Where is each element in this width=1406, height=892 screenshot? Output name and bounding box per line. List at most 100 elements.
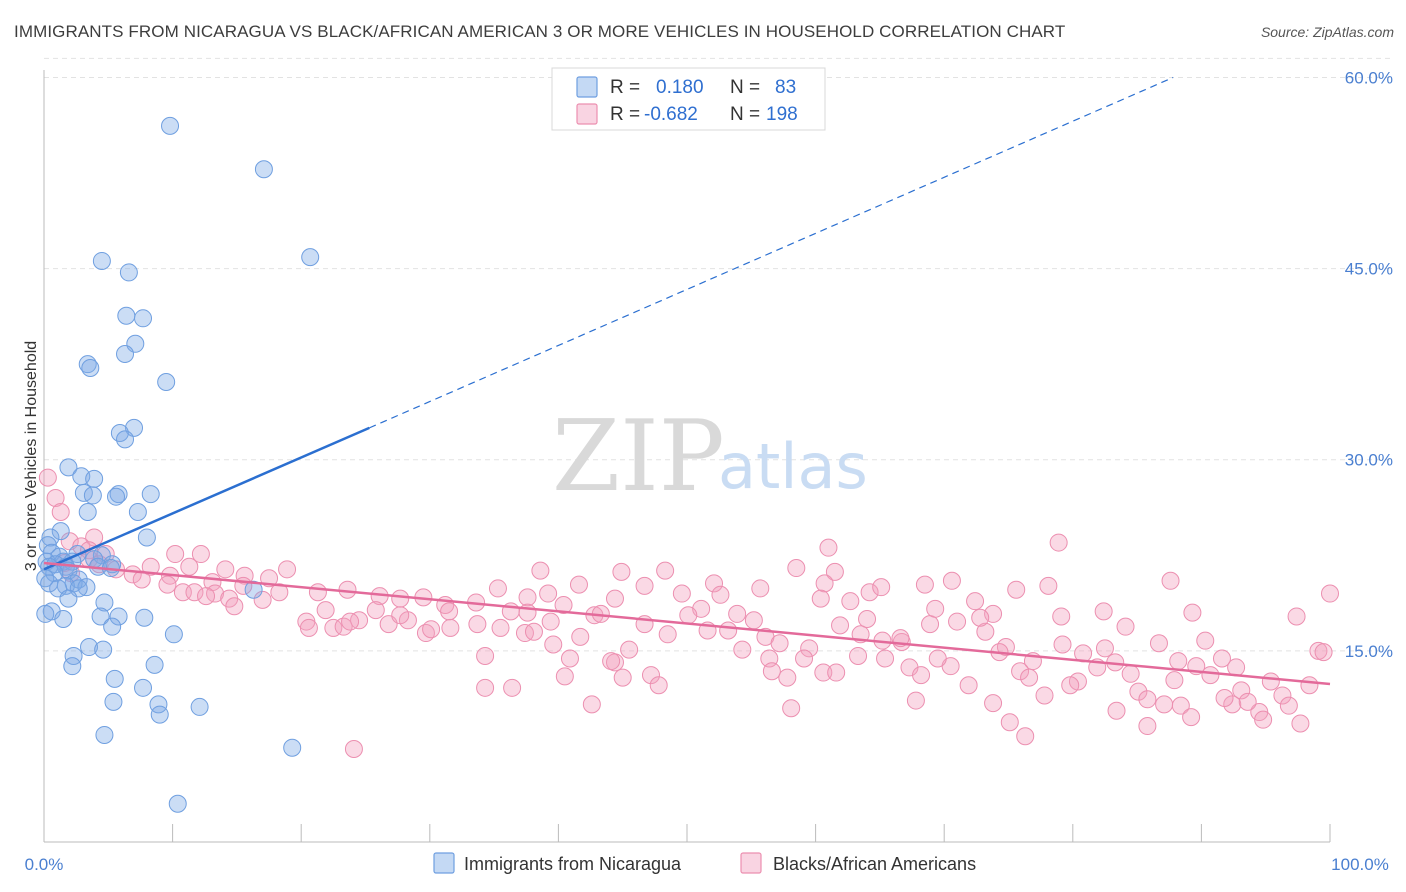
point-blacks (1039, 576, 1058, 595)
point-blacks (531, 561, 550, 580)
point-blacks (814, 663, 833, 682)
point-nicaragua (150, 705, 169, 724)
point-blacks (316, 601, 335, 620)
point-blacks (672, 584, 691, 603)
point-blacks (350, 611, 369, 630)
point-blacks (811, 589, 830, 608)
point-blacks (1165, 671, 1184, 690)
point-blacks (308, 583, 327, 602)
point-blacks (1049, 533, 1068, 552)
watermark: ZIP atlas (552, 400, 868, 514)
point-blacks (1155, 695, 1174, 714)
point-nicaragua (109, 607, 128, 626)
point-nicaragua (137, 528, 156, 547)
point-blacks (541, 612, 560, 631)
point-blacks (1095, 639, 1114, 658)
point-blacks (1000, 713, 1019, 732)
point-blacks (1052, 607, 1071, 626)
point-blacks (468, 615, 487, 634)
point-nicaragua (128, 502, 147, 521)
point-blacks (1035, 686, 1054, 705)
point-nicaragua (168, 794, 187, 813)
point-blacks (554, 596, 573, 614)
point-blacks (225, 597, 244, 616)
y-tick-label: 45.0% (1345, 260, 1393, 279)
point-nicaragua (105, 669, 124, 688)
watermark-zip: ZIP (552, 400, 725, 514)
point-blacks (524, 622, 543, 641)
point-blacks (762, 662, 781, 681)
point-blacks (180, 557, 199, 576)
legend-n-label-2: N = (730, 104, 760, 125)
point-nicaragua (161, 116, 180, 135)
point-nicaragua (190, 697, 209, 716)
point-nicaragua (116, 430, 135, 449)
point-blacks (728, 604, 747, 623)
point-blacks (571, 627, 590, 646)
point-nicaragua (81, 359, 100, 377)
point-blacks (635, 576, 654, 595)
series-nicaragua-points (36, 116, 320, 813)
point-nicaragua (63, 657, 82, 676)
point-blacks (1149, 634, 1168, 653)
point-nicaragua (92, 251, 111, 270)
point-blacks (1182, 708, 1201, 727)
point-blacks (1016, 727, 1035, 746)
y-tick-label: 30.0% (1345, 451, 1393, 470)
point-blacks (441, 618, 460, 637)
point-blacks (1107, 701, 1126, 720)
watermark-atlas: atlas (718, 430, 868, 503)
point-blacks (555, 667, 574, 686)
point-nicaragua (119, 263, 138, 282)
point-blacks (38, 468, 57, 487)
point-blacks (926, 599, 945, 618)
point-blacks (476, 678, 495, 697)
point-nicaragua (164, 625, 183, 644)
grid-lines (44, 57, 1392, 652)
point-nicaragua (103, 617, 122, 636)
point-blacks (141, 557, 160, 576)
point-blacks (197, 587, 216, 606)
point-blacks (1138, 690, 1157, 709)
point-blacks (1273, 686, 1292, 705)
point-blacks (815, 574, 834, 593)
point-blacks (778, 668, 797, 687)
point-blacks (872, 578, 891, 597)
bottom-legend-swatch-blacks (740, 852, 762, 874)
point-blacks (1007, 580, 1026, 599)
point-blacks (366, 601, 385, 620)
point-nicaragua (78, 502, 97, 521)
point-nicaragua (59, 589, 78, 608)
point-blacks (1314, 643, 1333, 662)
point-blacks (1232, 681, 1251, 700)
point-blacks (1321, 584, 1339, 603)
point-nicaragua (54, 610, 73, 629)
point-blacks (1129, 682, 1148, 701)
point-nicaragua (116, 344, 135, 363)
point-blacks (391, 589, 410, 608)
point-blacks (831, 616, 850, 635)
point-blacks (46, 488, 65, 507)
point-nicaragua (301, 248, 320, 267)
point-blacks (719, 621, 738, 640)
point-blacks (841, 592, 860, 611)
point-blacks (1116, 617, 1135, 636)
point-nicaragua (134, 678, 153, 697)
point-blacks (876, 649, 895, 668)
point-nicaragua (59, 458, 78, 477)
point-nicaragua (254, 160, 273, 179)
point-blacks (1201, 666, 1220, 685)
point-blacks (1169, 652, 1188, 671)
legend-r-label-1: R = (610, 77, 640, 98)
point-blacks (705, 574, 724, 593)
point-blacks (344, 739, 363, 758)
point-blacks (1020, 668, 1039, 687)
point-blacks (1138, 717, 1157, 736)
point-blacks (341, 612, 360, 631)
chart-title: IMMIGRANTS FROM NICARAGUA VS BLACK/AFRIC… (14, 22, 1066, 41)
point-nicaragua (95, 593, 114, 612)
point-blacks (391, 606, 410, 625)
point-blacks (602, 652, 621, 671)
point-blacks (440, 602, 459, 621)
y-axis-label: 3 or more Vehicles in Household (23, 341, 40, 571)
